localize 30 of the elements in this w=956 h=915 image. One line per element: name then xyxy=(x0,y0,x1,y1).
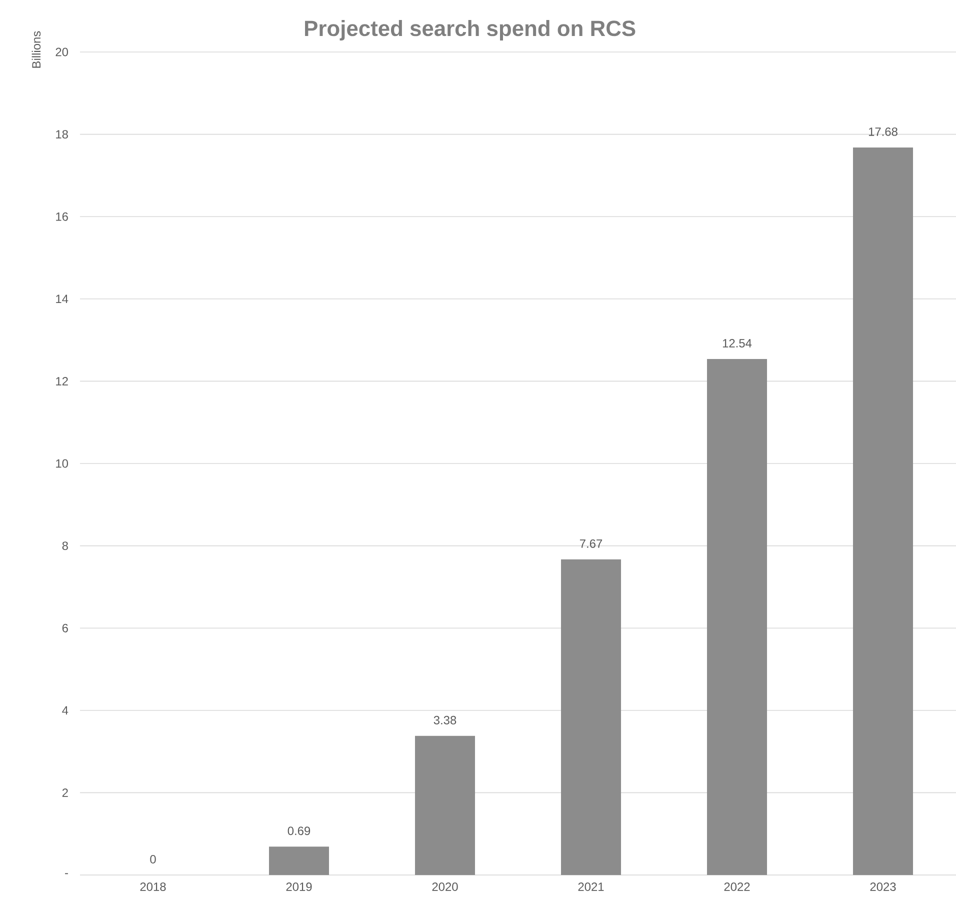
y-tick-label: 10 xyxy=(56,459,68,468)
data-label: 0 xyxy=(150,855,156,864)
y-tick-label: 18 xyxy=(56,130,68,139)
data-label: 3.38 xyxy=(434,716,456,724)
y-tick-label: 20 xyxy=(56,48,68,56)
bar xyxy=(415,736,476,875)
x-tick-label: 2023 xyxy=(870,882,896,891)
chart-title: Projected search spend on RCS xyxy=(305,20,636,40)
bar xyxy=(269,846,330,875)
x-tick-label: 2019 xyxy=(286,882,312,891)
y-tick-label: 4 xyxy=(62,706,68,715)
x-tick-label: 2022 xyxy=(724,882,750,891)
y-tick-label: - xyxy=(65,873,68,874)
bar xyxy=(707,358,768,875)
bar xyxy=(561,559,622,875)
y-tick-label: 16 xyxy=(56,212,68,221)
x-tick-label: 2018 xyxy=(140,882,166,891)
y-tick-label: 12 xyxy=(56,377,68,386)
y-tick-label: 8 xyxy=(62,542,68,550)
y-tick-label: 6 xyxy=(62,624,68,632)
y-tick-label: 14 xyxy=(56,294,68,304)
y-axis-title: Billions xyxy=(32,31,41,68)
bar xyxy=(853,147,914,875)
x-tick-label: 2020 xyxy=(432,882,458,891)
data-label: 12.54 xyxy=(722,338,752,348)
data-label: 17.68 xyxy=(868,127,898,136)
data-label: 7.67 xyxy=(580,539,602,548)
data-label: 0.69 xyxy=(288,826,310,836)
x-tick-label: 2021 xyxy=(578,882,604,891)
y-tick-label: 2 xyxy=(62,788,68,797)
